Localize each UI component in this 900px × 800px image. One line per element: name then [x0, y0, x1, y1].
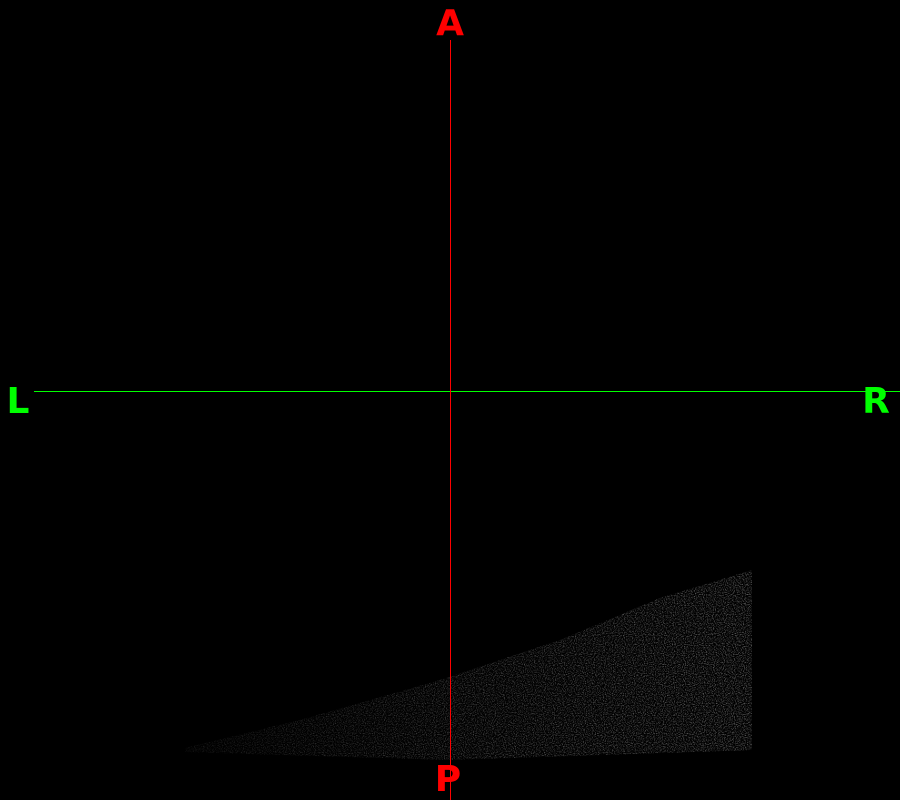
orientation-label-posterior: P: [434, 759, 462, 800]
orientation-label-anterior: A: [436, 3, 464, 44]
horizontal-crosshair-line[interactable]: [34, 391, 900, 392]
orientation-label-left: L: [6, 381, 30, 422]
orientation-label-right: R: [862, 381, 890, 422]
vertical-crosshair-line[interactable]: [450, 40, 451, 800]
